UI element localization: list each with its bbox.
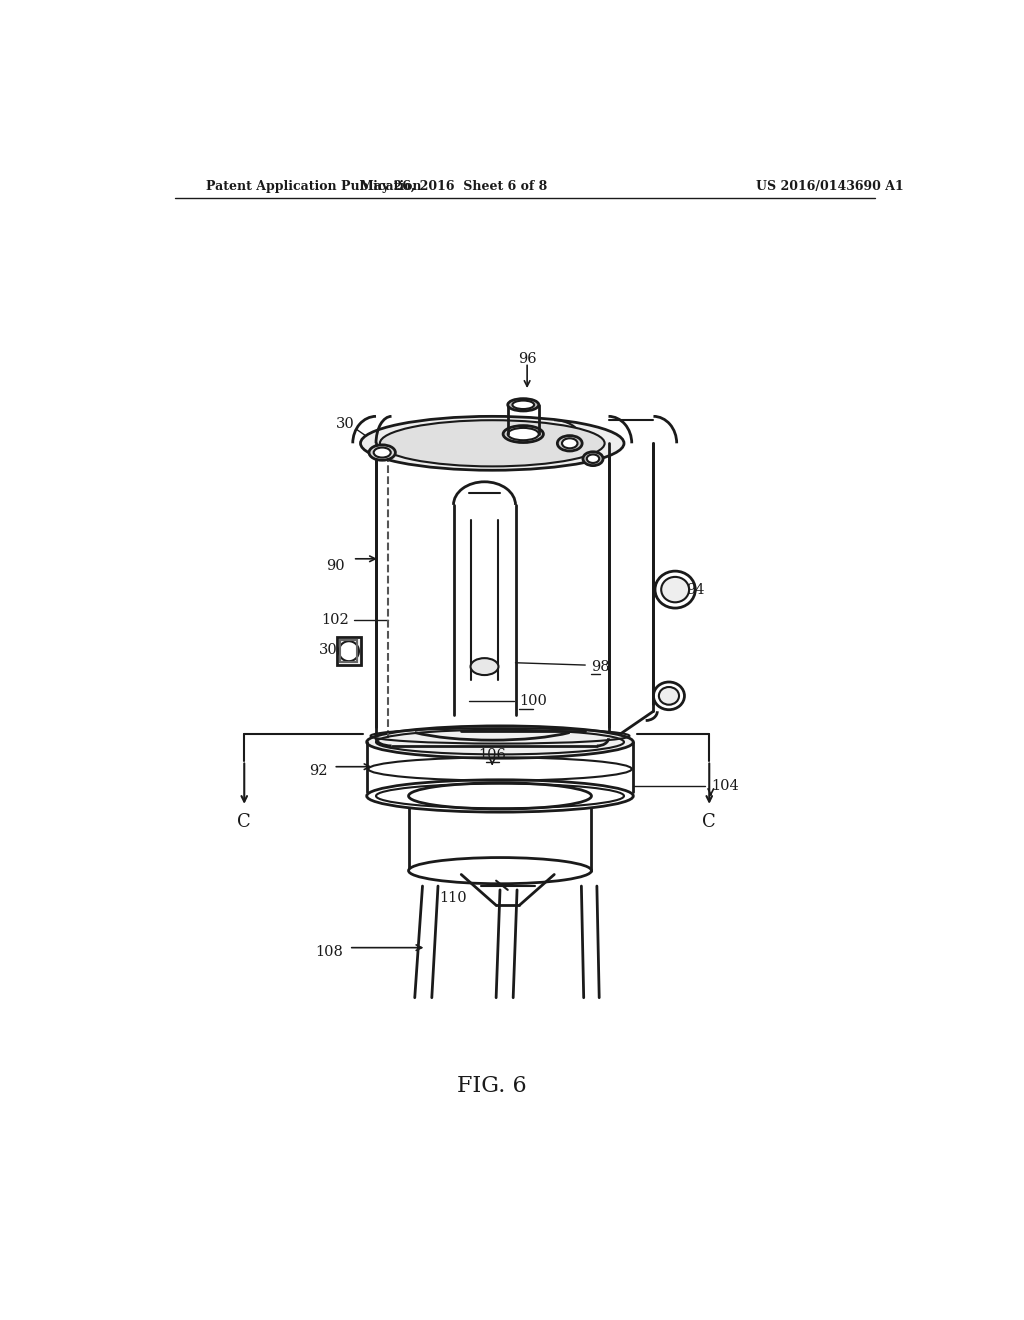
Ellipse shape [471, 659, 499, 675]
Text: 102: 102 [322, 614, 349, 627]
Text: 94: 94 [686, 582, 705, 597]
Text: FIG. 6: FIG. 6 [458, 1076, 527, 1097]
Text: C: C [238, 813, 251, 832]
Ellipse shape [380, 420, 604, 466]
Ellipse shape [587, 454, 599, 463]
Ellipse shape [655, 572, 695, 609]
Text: 110: 110 [439, 891, 467, 904]
Ellipse shape [557, 436, 583, 451]
Bar [340, 640, 357, 663]
Ellipse shape [409, 783, 592, 809]
Text: 108: 108 [315, 945, 343, 958]
Ellipse shape [562, 438, 578, 449]
Ellipse shape [512, 400, 535, 409]
Text: 100: 100 [519, 694, 547, 709]
Ellipse shape [503, 425, 544, 442]
Ellipse shape [658, 686, 679, 705]
Text: C: C [702, 813, 716, 832]
Ellipse shape [409, 858, 592, 884]
Text: US 2016/0143690 A1: US 2016/0143690 A1 [756, 181, 903, 194]
Ellipse shape [367, 780, 633, 812]
Ellipse shape [508, 428, 539, 441]
Ellipse shape [583, 451, 603, 466]
Text: 30: 30 [318, 643, 337, 656]
Text: May 26, 2016  Sheet 6 of 8: May 26, 2016 Sheet 6 of 8 [359, 181, 547, 194]
Text: 30: 30 [336, 417, 354, 432]
Ellipse shape [360, 416, 624, 470]
Ellipse shape [508, 399, 539, 411]
Bar [337, 638, 360, 665]
Text: Patent Application Publication: Patent Application Publication [206, 181, 421, 194]
Ellipse shape [369, 445, 395, 461]
Ellipse shape [367, 726, 633, 758]
Text: 104: 104 [711, 779, 738, 793]
Text: 106: 106 [478, 748, 506, 762]
Ellipse shape [339, 642, 359, 661]
Text: 98: 98 [592, 660, 610, 673]
Text: 92: 92 [309, 763, 328, 777]
Text: 96: 96 [518, 351, 537, 366]
Ellipse shape [662, 577, 689, 602]
Text: 90: 90 [327, 560, 345, 573]
Ellipse shape [653, 682, 684, 710]
Ellipse shape [374, 447, 391, 458]
